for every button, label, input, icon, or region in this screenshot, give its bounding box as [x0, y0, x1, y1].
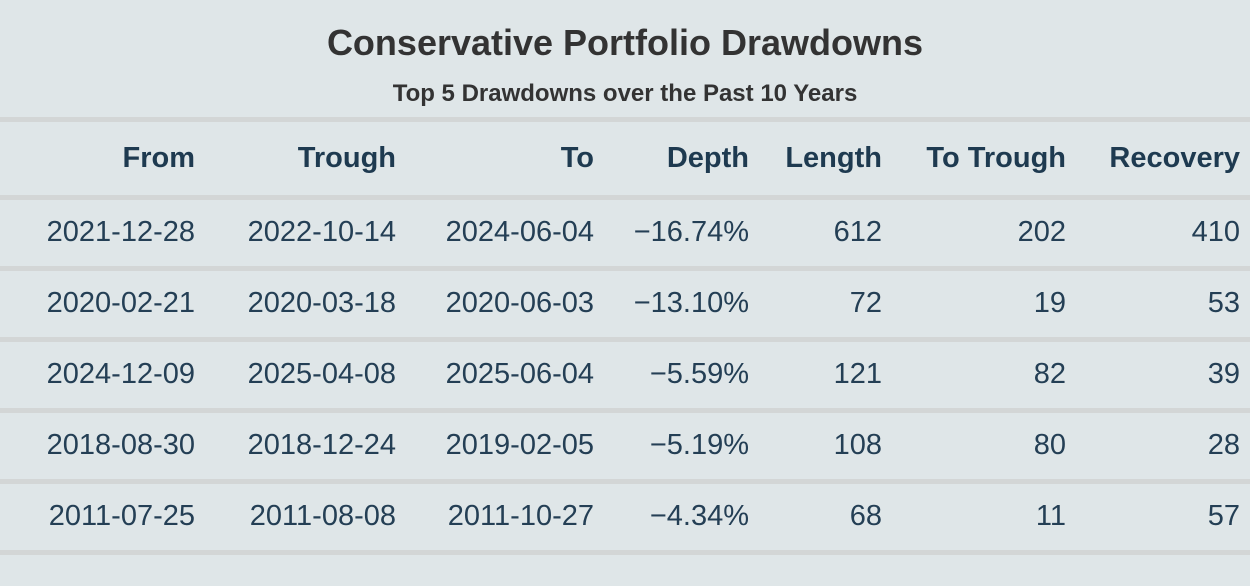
cell-from: 2018-08-30 — [0, 410, 195, 484]
cell-depth: −5.59% — [594, 339, 749, 413]
table-row: 2024-12-09 2025-04-08 2025-06-04 −5.59% … — [0, 339, 1250, 413]
column-header-recovery: Recovery — [1066, 122, 1250, 200]
column-header-from: From — [0, 122, 195, 200]
cell-length: 72 — [749, 268, 882, 342]
column-header-length: Length — [749, 122, 882, 200]
column-header-trough: Trough — [195, 122, 396, 200]
cell-to-trough: 19 — [882, 268, 1066, 342]
cell-recovery: 57 — [1066, 481, 1250, 555]
table-row: 2011-07-25 2011-08-08 2011-10-27 −4.34% … — [0, 481, 1250, 555]
cell-from: 2011-07-25 — [0, 481, 195, 555]
drawdowns-table: From Trough To Depth Length To Trough Re… — [0, 122, 1250, 555]
cell-to: 2020-06-03 — [396, 268, 594, 342]
table-row: 2018-08-30 2018-12-24 2019-02-05 −5.19% … — [0, 410, 1250, 484]
cell-depth: −4.34% — [594, 481, 749, 555]
cell-depth: −16.74% — [594, 197, 749, 271]
cell-length: 612 — [749, 197, 882, 271]
table-row: 2020-02-21 2020-03-18 2020-06-03 −13.10%… — [0, 268, 1250, 342]
cell-recovery: 410 — [1066, 197, 1250, 271]
cell-to-trough: 82 — [882, 339, 1066, 413]
cell-from: 2021-12-28 — [0, 197, 195, 271]
cell-trough: 2020-03-18 — [195, 268, 396, 342]
table-header-row: From Trough To Depth Length To Trough Re… — [0, 122, 1250, 200]
cell-to: 2019-02-05 — [396, 410, 594, 484]
cell-trough: 2018-12-24 — [195, 410, 396, 484]
cell-from: 2020-02-21 — [0, 268, 195, 342]
page-subtitle: Top 5 Drawdowns over the Past 10 Years — [392, 80, 858, 107]
column-header-to-trough: To Trough — [882, 122, 1066, 200]
cell-trough: 2022-10-14 — [195, 197, 396, 271]
cell-length: 121 — [749, 339, 882, 413]
column-header-to: To — [396, 122, 594, 200]
cell-recovery: 53 — [1066, 268, 1250, 342]
cell-recovery: 39 — [1066, 339, 1250, 413]
cell-to: 2025-06-04 — [396, 339, 594, 413]
cell-length: 68 — [749, 481, 882, 555]
cell-to: 2024-06-04 — [396, 197, 594, 271]
cell-trough: 2011-08-08 — [195, 481, 396, 555]
cell-depth: −13.10% — [594, 268, 749, 342]
cell-trough: 2025-04-08 — [195, 339, 396, 413]
table-row: 2021-12-28 2022-10-14 2024-06-04 −16.74%… — [0, 197, 1250, 271]
cell-to-trough: 202 — [882, 197, 1066, 271]
cell-to-trough: 11 — [882, 481, 1066, 555]
cell-length: 108 — [749, 410, 882, 484]
page-title: Conservative Portfolio Drawdowns — [326, 22, 924, 63]
cell-depth: −5.19% — [594, 410, 749, 484]
report-header: Conservative Portfolio Drawdowns Top 5 D… — [0, 0, 1250, 122]
cell-recovery: 28 — [1066, 410, 1250, 484]
cell-to-trough: 80 — [882, 410, 1066, 484]
cell-to: 2011-10-27 — [396, 481, 594, 555]
cell-from: 2024-12-09 — [0, 339, 195, 413]
column-header-depth: Depth — [594, 122, 749, 200]
